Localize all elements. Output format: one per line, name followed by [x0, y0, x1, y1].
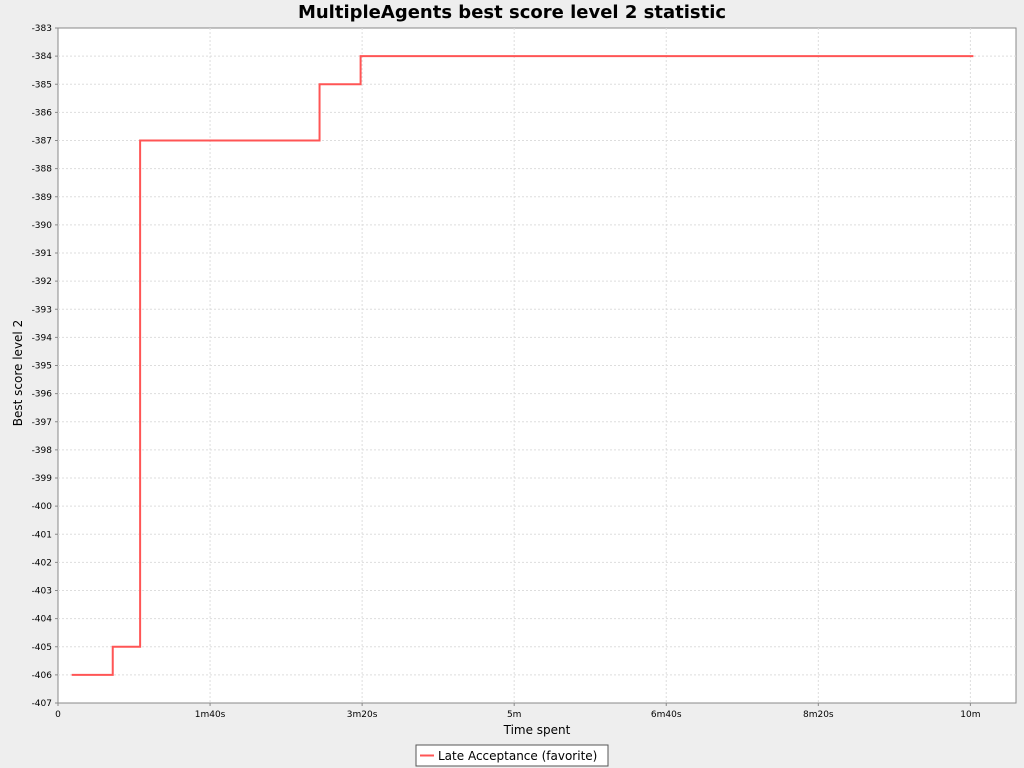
y-tick-label: -402 [32, 558, 52, 568]
x-tick-label: 6m40s [651, 710, 682, 720]
series-layer [71, 55, 974, 676]
y-tick-label: -403 [32, 587, 52, 597]
legend-box [415, 744, 609, 767]
y-tick-label: -397 [32, 418, 52, 428]
y-tick-label: -394 [32, 333, 53, 343]
x-tick-label: 1m40s [195, 710, 226, 720]
x-tick-label: 5m [507, 710, 522, 720]
y-tick-label: -401 [32, 530, 52, 540]
x-axis-label: Time spent [503, 723, 571, 737]
y-tick-label: -392 [32, 277, 52, 287]
y-tick-label: -388 [32, 165, 53, 175]
y-tick-label: -395 [32, 362, 52, 372]
y-tick-label: -383 [32, 24, 52, 34]
y-tick-label: -407 [32, 699, 52, 709]
y-tick-label: -390 [32, 221, 53, 231]
x-tick-label: 10m [960, 710, 980, 720]
y-tick-label: -406 [32, 671, 53, 681]
y-axis-label: Best score level 2 [11, 320, 25, 426]
y-tick-label: -386 [32, 108, 53, 118]
y-tick-label: -404 [32, 615, 53, 625]
legend-label: Late Acceptance (favorite) [438, 749, 597, 763]
y-tick-label: -400 [32, 502, 53, 512]
series-line [71, 55, 974, 676]
y-tick-label: -405 [32, 643, 52, 653]
grid [58, 28, 1016, 703]
y-tick-label: -393 [32, 305, 52, 315]
x-tick-label: 3m20s [347, 710, 378, 720]
legend: Late Acceptance (favorite) [415, 744, 609, 767]
y-tick-label: -396 [32, 390, 53, 400]
plot-area [57, 27, 1017, 704]
y-tick-label: -398 [32, 446, 53, 456]
x-tick-label: 0 [55, 710, 61, 720]
x-tick-label: 8m20s [803, 710, 834, 720]
y-tick-label: -384 [32, 52, 53, 62]
y-tick-label: -399 [32, 474, 53, 484]
chart-title: MultipleAgents best score level 2 statis… [298, 2, 726, 23]
y-axis: -383 -384 -385 -386 -387 -388 -389 -390 -391 -392… [32, 24, 58, 709]
y-tick-label: -391 [32, 249, 52, 259]
y-tick-label: -387 [32, 137, 52, 147]
x-axis: 0 1m40s 3m20s 5m 6m40s 8m20s 10m [55, 703, 980, 720]
y-tick-label: -389 [32, 193, 53, 203]
y-tick-label: -385 [32, 80, 52, 90]
